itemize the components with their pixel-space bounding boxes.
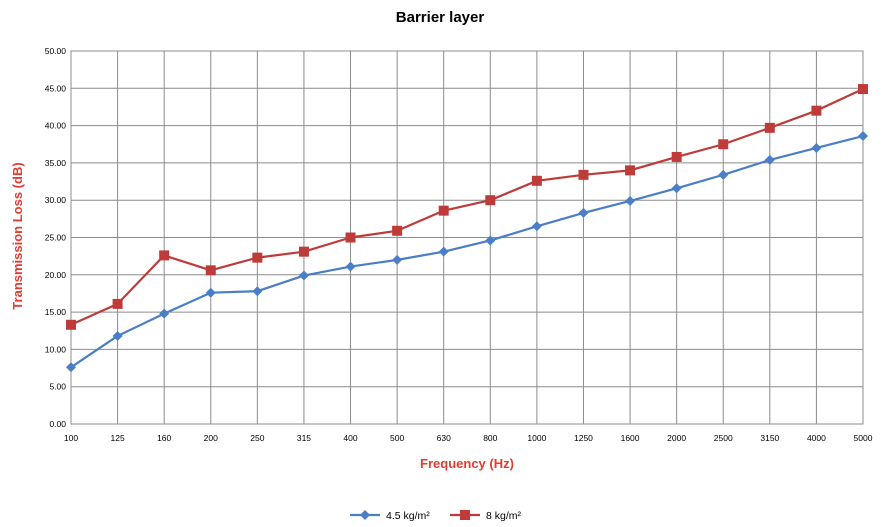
legend-item: 8 kg/m²	[450, 510, 522, 522]
data-point	[298, 270, 309, 281]
x-tick-label: 630	[437, 433, 451, 443]
data-point	[671, 183, 682, 194]
y-tick-label: 30.00	[45, 195, 67, 205]
legend-swatch-marker	[460, 510, 470, 520]
data-point	[578, 169, 589, 180]
x-tick-label: 2000	[667, 433, 686, 443]
data-point	[485, 235, 496, 246]
series-layer	[66, 84, 868, 373]
data-point	[531, 221, 542, 232]
y-tick-label: 50.00	[45, 46, 67, 56]
y-tick-label: 5.00	[49, 382, 66, 392]
y-tick-labels: 0.00 5.00 10.00 15.00 20.00 25.00 30.00 35.00 40…	[45, 46, 67, 429]
y-tick-label: 15.00	[45, 307, 67, 317]
series-line	[70, 134, 864, 369]
chart-title: Barrier layer	[396, 9, 485, 26]
x-tick-label: 500	[390, 433, 404, 443]
data-point	[764, 122, 775, 133]
legend: 4.5 kg/m² 8 kg/m²	[350, 510, 522, 522]
data-point	[625, 165, 636, 176]
y-tick-label: 45.00	[45, 83, 67, 93]
x-tick-label: 125	[110, 433, 124, 443]
data-point	[112, 298, 123, 309]
x-tick-label: 315	[297, 433, 311, 443]
data-point	[764, 154, 775, 165]
y-tick-label: 25.00	[45, 233, 67, 243]
data-point	[159, 250, 170, 261]
x-tick-label: 160	[157, 433, 171, 443]
x-tick-label: 400	[343, 433, 357, 443]
data-point	[625, 195, 636, 206]
x-tick-label: 1250	[574, 433, 593, 443]
data-point	[66, 319, 76, 330]
data-point	[811, 142, 822, 153]
data-point	[252, 252, 263, 263]
y-axis-title: Transmission Loss (dB)	[10, 162, 25, 309]
x-tick-label: 1000	[527, 433, 546, 443]
plot-area-frame	[70, 50, 864, 425]
data-point	[205, 287, 216, 298]
data-point	[66, 362, 76, 373]
x-axis-title: Frequency (Hz)	[420, 456, 514, 471]
data-point	[438, 246, 449, 257]
data-point	[531, 175, 542, 186]
data-point	[718, 169, 729, 180]
legend-label: 8 kg/m²	[486, 510, 522, 522]
y-tick-label: 20.00	[45, 270, 67, 280]
x-tick-label: 2500	[714, 433, 733, 443]
x-tick-label: 1600	[621, 433, 640, 443]
series-line	[70, 88, 864, 326]
series-1	[66, 131, 868, 373]
data-point	[345, 232, 356, 243]
data-point	[718, 139, 729, 150]
legend-item: 4.5 kg/m²	[350, 510, 430, 522]
data-point	[811, 105, 822, 116]
data-point	[298, 246, 309, 257]
x-tick-label: 3150	[760, 433, 779, 443]
y-tick-label: 40.00	[45, 121, 67, 131]
data-point	[392, 254, 403, 265]
data-point	[159, 308, 170, 319]
x-tick-label: 250	[250, 433, 264, 443]
y-tick-label: 35.00	[45, 158, 67, 168]
plot-grid	[70, 50, 864, 425]
y-tick-label: 0.00	[49, 419, 66, 429]
x-tick-labels: 100 125 160 200 250 315 400 500 630 800 1000 1250 16…	[64, 433, 873, 443]
data-point	[671, 151, 682, 162]
data-point	[485, 195, 496, 206]
x-tick-label: 4000	[807, 433, 826, 443]
x-tick-label: 800	[483, 433, 497, 443]
data-point	[438, 205, 449, 216]
data-point	[205, 265, 216, 276]
data-point	[858, 84, 868, 95]
data-point	[858, 131, 868, 142]
y-tick-label: 10.00	[45, 344, 67, 354]
data-point	[578, 207, 589, 218]
legend-swatch-marker	[360, 510, 370, 520]
series-2	[66, 84, 868, 330]
x-tick-label: 5000	[854, 433, 873, 443]
data-point	[112, 330, 123, 341]
x-tick-label: 200	[204, 433, 218, 443]
data-point	[345, 261, 356, 272]
data-point	[252, 286, 263, 297]
x-tick-label: 100	[64, 433, 78, 443]
legend-label: 4.5 kg/m²	[386, 510, 430, 522]
data-point	[392, 225, 403, 236]
